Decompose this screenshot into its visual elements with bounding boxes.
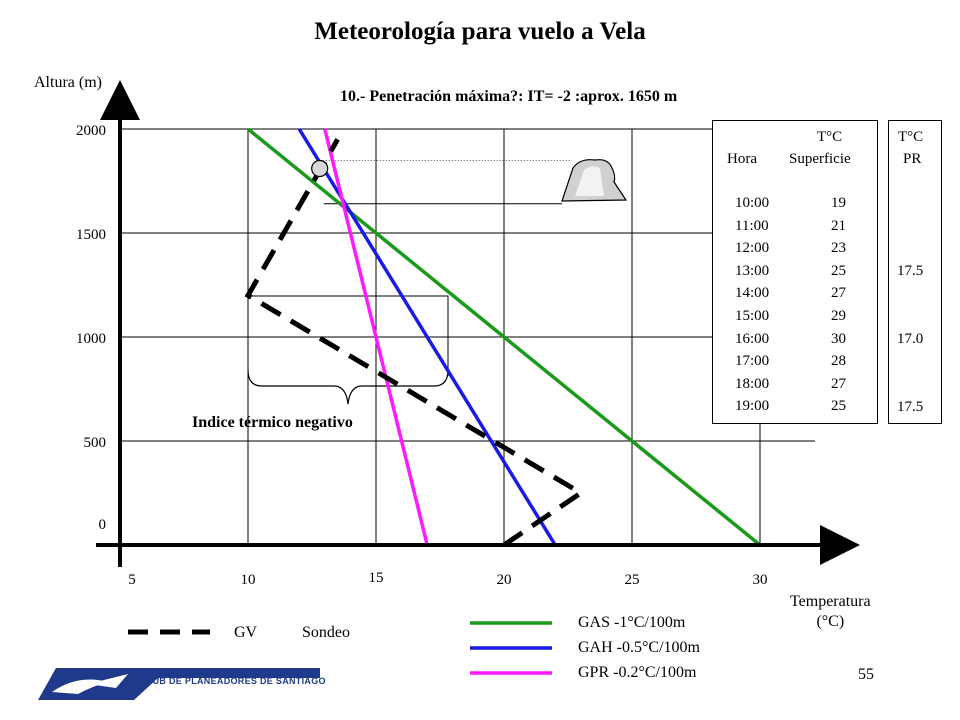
- series-group: [244, 127, 762, 548]
- series-line-gpr: [323, 128, 429, 546]
- logo-text: CLUB DE PLANEADORES DE SANTIAGO: [140, 676, 326, 686]
- series-line-gas: [246, 127, 762, 547]
- x-axis-label-line1: Temperatura: [790, 593, 871, 610]
- x-tick-label: 25: [625, 572, 640, 588]
- pr-header-line2: PR: [903, 151, 922, 167]
- table-header-temp-line2: Superficie: [789, 151, 851, 167]
- legend-sondeo-label: Sondeo: [302, 624, 350, 641]
- y-tick-label: 0: [99, 517, 107, 533]
- table-cell-temp: 23: [831, 240, 846, 257]
- tick-labels: 0 500 1000 1500 2000 5 10 15 20 25 30: [76, 123, 768, 588]
- x-tick-label: 5: [128, 572, 136, 588]
- legend-marks: [128, 621, 552, 675]
- y-tick-label: 1000: [76, 331, 106, 347]
- table-cell-hora: 18:00: [735, 375, 770, 392]
- negative-index-label: Indice térmico negativo: [192, 414, 353, 431]
- max-penetration-marker: [311, 159, 329, 178]
- pr-value: 17.5: [897, 399, 924, 415]
- brace-frame: [248, 295, 449, 376]
- brace-icon: [247, 369, 449, 405]
- x-tick-label: 30: [753, 572, 768, 588]
- page-title: Meteorología para vuelo a Vela: [314, 18, 646, 45]
- y-tick-label: 1500: [76, 227, 106, 243]
- table-cell-hora: 17:00: [735, 353, 770, 370]
- table-cell-temp: 30: [831, 330, 846, 347]
- y-tick-label: 2000: [76, 123, 106, 139]
- pr-value: 17.5: [897, 263, 924, 279]
- table-cell-hora: 13:00: [735, 262, 770, 279]
- axes: [96, 80, 860, 567]
- table-cell-hora: 19:00: [735, 398, 770, 415]
- legend-gv-label: GV: [234, 624, 258, 641]
- pr-temp-table: T°C PR 17.5 17.0 17.5: [888, 120, 942, 424]
- series-line-sondeo: [244, 138, 586, 548]
- y-axis-label: Altura (m): [34, 74, 102, 91]
- grid: [120, 128, 815, 545]
- legend-gah-label: GAH -0.5°C/100m: [578, 639, 700, 656]
- cloud-and-brace: [247, 159, 628, 405]
- cloud-highlight: [575, 166, 604, 196]
- surface-temp-table: T°C Hora Superficie 10:00 19 11:00 21 12:00 2…: [712, 120, 878, 424]
- table-cell-hora: 14:00: [735, 285, 770, 302]
- table-cell-temp: 27: [831, 285, 846, 302]
- x-tick-label: 10: [241, 572, 256, 588]
- table-cell-hora: 15:00: [735, 308, 770, 324]
- pr-header-line1: T°C: [898, 129, 924, 145]
- pr-value: 17.0: [897, 331, 924, 347]
- y-tick-label: 500: [84, 435, 107, 451]
- table-cell-hora: 16:00: [735, 330, 770, 347]
- table-cell-temp: 25: [831, 398, 846, 415]
- table-cell-hora: 10:00: [735, 195, 770, 211]
- table-cell-temp: 28: [831, 353, 846, 370]
- chart-subtitle: 10.- Penetración máxima?: IT= -2 :aprox.…: [340, 88, 678, 105]
- table-header-hora: Hora: [727, 151, 757, 167]
- table-cell-temp: 21: [831, 217, 846, 234]
- x-tick-label: 15: [369, 570, 384, 586]
- x-axis-label-line2: (°C): [816, 613, 845, 630]
- legend-gas-label: GAS -1°C/100m: [578, 614, 686, 631]
- table-cell-temp: 19: [831, 195, 846, 211]
- club-logo: [38, 668, 320, 700]
- page-number: 55: [858, 666, 874, 683]
- table-header-temp-line1: T°C: [817, 129, 843, 145]
- x-tick-label: 20: [497, 572, 512, 588]
- table-cell-hora: 12:00: [735, 240, 770, 257]
- table-cell-hora: 11:00: [735, 217, 769, 234]
- x-axis-label: Temperatura (°C): [790, 592, 871, 632]
- table-cell-temp: 25: [831, 262, 846, 279]
- table-cell-temp: 29: [831, 308, 846, 324]
- table-cell-temp: 27: [831, 375, 846, 392]
- legend-gpr-label: GPR -0.2°C/100m: [578, 664, 697, 681]
